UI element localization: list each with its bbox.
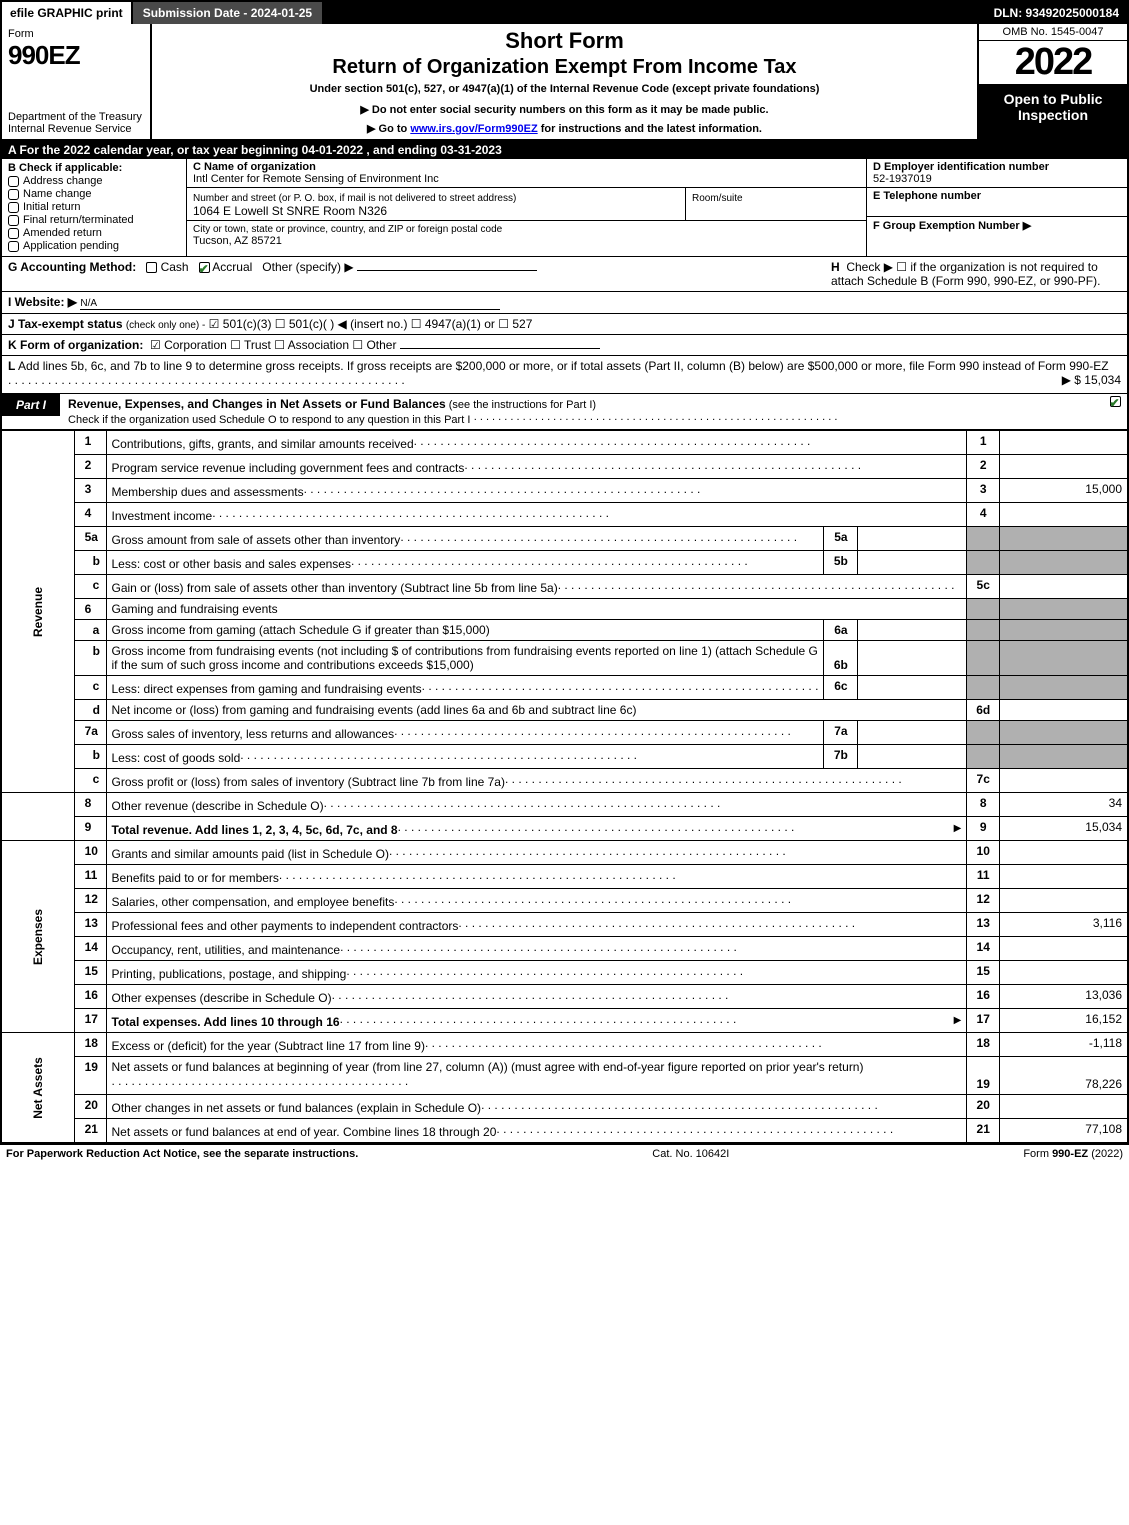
line-14-amount: [1000, 937, 1127, 961]
checkbox-final-return[interactable]: [8, 215, 19, 226]
line-2-amount: [1000, 455, 1127, 479]
line-21-amount: 77,108: [1000, 1119, 1127, 1143]
checkbox-accrual[interactable]: [199, 262, 210, 273]
tax-exempt-options: ☑ 501(c)(3) ☐ 501(c)( ) ◀ (insert no.) ☐…: [209, 317, 533, 331]
org-form-options: ☑ Corporation ☐ Trust ☐ Association ☐ Ot…: [150, 338, 396, 352]
website-value: N/A: [80, 298, 97, 309]
city-state-zip: Tucson, AZ 85721: [193, 235, 282, 247]
line-8-amount: 34: [1000, 793, 1127, 817]
section-g-h: G Accounting Method: Cash Accrual Other …: [2, 257, 1127, 292]
line-9-amount: 15,034: [1000, 817, 1127, 841]
line-19-amount: 78,226: [1000, 1057, 1127, 1095]
section-c: C Name of organization Intl Center for R…: [187, 159, 867, 256]
checkbox-address-change[interactable]: [8, 176, 19, 187]
form-number: 990EZ: [8, 40, 144, 71]
line-6a-amount: [858, 620, 967, 641]
line-10-amount: [1000, 841, 1127, 865]
line-16-amount: 13,036: [1000, 985, 1127, 1009]
checkbox-initial-return[interactable]: [8, 202, 19, 213]
instructions-line: ▶ Go to www.irs.gov/Form990EZ for instru…: [160, 122, 969, 135]
line-6b-amount: [858, 641, 967, 676]
line-20-amount: [1000, 1095, 1127, 1119]
checkbox-amended-return[interactable]: [8, 228, 19, 239]
form-990ez-page: efile GRAPHIC print Submission Date - 20…: [0, 0, 1129, 1145]
section-b: B Check if applicable: Address change Na…: [2, 159, 187, 256]
line-4-amount: [1000, 503, 1127, 527]
gross-receipts: ▶ $ 15,034: [1062, 373, 1121, 387]
part-1-table: Revenue 1 Contributions, gifts, grants, …: [2, 430, 1127, 1143]
top-bar: efile GRAPHIC print Submission Date - 20…: [2, 2, 1127, 24]
form-ref: Form 990-EZ (2022): [1023, 1148, 1123, 1160]
part-1-tab: Part I: [2, 394, 60, 416]
line-18-amount: -1,118: [1000, 1033, 1127, 1057]
catalog-number: Cat. No. 10642I: [652, 1148, 729, 1160]
checkbox-name-change[interactable]: [8, 189, 19, 200]
part-1-header: Part I Revenue, Expenses, and Changes in…: [2, 394, 1127, 430]
line-13-amount: 3,116: [1000, 913, 1127, 937]
line-6d-amount: [1000, 700, 1127, 721]
section-l: L Add lines 5b, 6c, and 7b to line 9 to …: [2, 356, 1127, 394]
line-11-amount: [1000, 865, 1127, 889]
line-7b-amount: [858, 745, 967, 769]
dln-number: DLN: 93492025000184: [986, 2, 1127, 24]
expenses-side-label: Expenses: [2, 841, 74, 1033]
line-5b-amount: [858, 551, 967, 575]
part1-schedule-o-check[interactable]: [1110, 396, 1121, 407]
omb-number: OMB No. 1545-0047: [979, 24, 1127, 41]
paperwork-notice: For Paperwork Reduction Act Notice, see …: [6, 1148, 358, 1160]
revenue-side-label: Revenue: [2, 431, 74, 793]
form-label: Form: [8, 28, 144, 40]
line-1-amount: [1000, 431, 1127, 455]
line-3-amount: 15,000: [1000, 479, 1127, 503]
header-right: OMB No. 1545-0047 2022 Open to Public In…: [977, 24, 1127, 139]
line-15-amount: [1000, 961, 1127, 985]
submission-date: Submission Date - 2024-01-25: [133, 2, 324, 24]
ssn-warning: ▶ Do not enter social security numbers o…: [160, 103, 969, 116]
net-assets-side-label: Net Assets: [2, 1033, 74, 1143]
section-h-text: Check ▶ ☐ if the organization is not req…: [831, 260, 1100, 288]
main-title: Return of Organization Exempt From Incom…: [160, 56, 969, 79]
irs-link[interactable]: www.irs.gov/Form990EZ: [410, 123, 537, 135]
street-address: 1064 E Lowell St SNRE Room N326: [193, 204, 387, 218]
efile-print-label: efile GRAPHIC print: [2, 2, 133, 24]
line-6c-amount: [858, 676, 967, 700]
short-form-title: Short Form: [160, 28, 969, 54]
department-label: Department of the Treasury Internal Reve…: [8, 111, 144, 135]
row-a-tax-year: A For the 2022 calendar year, or tax yea…: [2, 141, 1127, 159]
info-grid: B Check if applicable: Address change Na…: [2, 159, 1127, 257]
line-7c-amount: [1000, 769, 1127, 793]
org-name: Intl Center for Remote Sensing of Enviro…: [193, 173, 439, 185]
ein: 52-1937019: [873, 173, 932, 185]
sub-title: Under section 501(c), 527, or 4947(a)(1)…: [160, 83, 969, 95]
line-7a-amount: [858, 721, 967, 745]
checkbox-application-pending[interactable]: [8, 241, 19, 252]
checkbox-cash[interactable]: [146, 262, 157, 273]
line-5a-amount: [858, 527, 967, 551]
line-12-amount: [1000, 889, 1127, 913]
section-def: D Employer identification number 52-1937…: [867, 159, 1127, 256]
header-center: Short Form Return of Organization Exempt…: [152, 24, 977, 139]
section-k: K Form of organization: ☑ Corporation ☐ …: [2, 335, 1127, 356]
form-header: Form 990EZ Department of the Treasury In…: [2, 24, 1127, 141]
tax-year: 2022: [979, 41, 1127, 85]
section-i: I Website: ▶ N/A: [2, 292, 1127, 314]
header-left: Form 990EZ Department of the Treasury In…: [2, 24, 152, 139]
line-5c-amount: [1000, 575, 1127, 599]
page-footer: For Paperwork Reduction Act Notice, see …: [0, 1145, 1129, 1163]
line-17-amount: 16,152: [1000, 1009, 1127, 1033]
open-to-public: Open to Public Inspection: [979, 85, 1127, 139]
section-j: J Tax-exempt status (check only one) - ☑…: [2, 314, 1127, 335]
